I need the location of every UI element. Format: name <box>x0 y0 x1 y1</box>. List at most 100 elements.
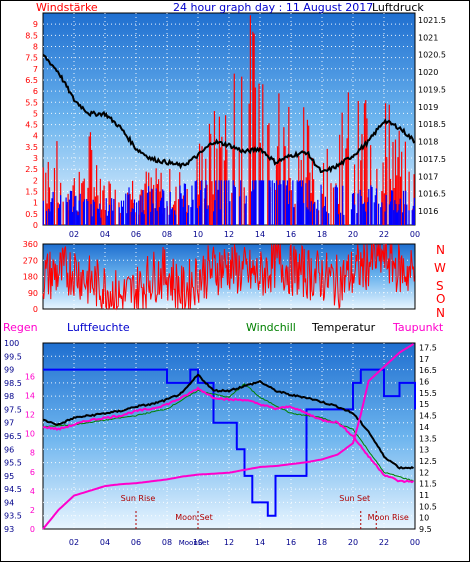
temp-tick-label: 10 <box>419 514 429 523</box>
bottom-x-tick-label: 04 <box>100 538 110 547</box>
moonset-label: Moon Set <box>175 513 212 522</box>
direction-tick-label: 0 <box>33 305 38 314</box>
top-x-tick-label: 06 <box>131 230 141 239</box>
pressure-line <box>42 53 416 174</box>
temp-tick-label: 17 <box>419 355 429 364</box>
pressure-tick-label: 1020.5 <box>418 51 446 60</box>
humidity-tick-label: 96 <box>4 445 14 454</box>
wind-tick-label: 8 <box>33 42 38 51</box>
bottom-x-tick-label: 20 <box>348 538 358 547</box>
humidity-tick-label: 94 <box>4 498 14 507</box>
temp-tick-label: 11.5 <box>419 480 437 489</box>
top-x-tick-label: 22 <box>379 230 389 239</box>
temp-tick-label: 17.5 <box>419 344 437 353</box>
temp-tick-label: 13 <box>419 446 429 455</box>
moonset-axis-label: MoonSet <box>179 539 210 547</box>
top-x-tick-label: 00 <box>410 230 420 239</box>
wind-tick-label: 2 <box>33 176 38 185</box>
sunset-label: Sun Set <box>339 494 370 503</box>
bottom-x-tick-label: 14 <box>255 538 265 547</box>
humidity-tick-label: 98.5 <box>4 379 22 388</box>
luftfeuchte-label: Luftfeuchte <box>67 321 130 334</box>
wind-tick-label: 0 <box>33 221 38 230</box>
windchill-label: Windchill <box>246 321 296 334</box>
wind-tick-label: 7.5 <box>25 54 38 63</box>
wind-tick-label: 1.5 <box>25 188 38 197</box>
compass-w: W <box>434 261 446 275</box>
humidity-tick-label: 93.5 <box>4 512 22 521</box>
bottom-x-tick-label: 10 <box>193 538 203 547</box>
direction-tick-label: 90 <box>28 289 38 298</box>
temp-tick-label: 13.5 <box>419 434 437 443</box>
top-x-tick-label: 10 <box>193 230 203 239</box>
pressure-tick-label: 1021.5 <box>418 16 446 25</box>
rain-tick-label: 2 <box>30 506 35 515</box>
temp-tick-label: 12 <box>419 468 429 477</box>
rain-tick-label: 8 <box>30 449 35 458</box>
temp-tick-label: 15.5 <box>419 389 437 398</box>
compass-n-top: N <box>436 243 445 257</box>
humidity-tick-label: 100 <box>4 339 19 348</box>
bottom-x-tick-label: 18 <box>317 538 327 547</box>
pressure-tick-label: 1017.5 <box>418 155 446 164</box>
rain-tick-label: 4 <box>30 487 35 496</box>
rain-tick-label: 10 <box>25 430 35 439</box>
temp-tick-label: 11 <box>419 491 429 500</box>
rain-tick-label: 12 <box>25 411 35 420</box>
top-right-label: Luftdruck <box>372 1 424 14</box>
temp-tick-label: 14.5 <box>419 412 437 421</box>
rain-tick-label: 16 <box>25 372 35 381</box>
windchill-line <box>42 383 414 482</box>
humidity-tick-label: 99.5 <box>4 352 22 361</box>
humidity-tick-label: 97.5 <box>4 405 22 414</box>
bottom-x-tick-label: 00 <box>410 538 420 547</box>
wind-tick-label: 6 <box>33 87 38 96</box>
top-x-tick-label: 12 <box>224 230 234 239</box>
top-x-tick-label: 04 <box>100 230 110 239</box>
pressure-tick-label: 1019 <box>418 103 438 112</box>
rain-tick-label: 6 <box>30 468 35 477</box>
bottom-x-tick-label: 08 <box>162 538 172 547</box>
top-x-tick-label: 16 <box>286 230 296 239</box>
top-x-tick-label: 02 <box>69 230 79 239</box>
pressure-tick-label: 1017 <box>418 172 438 181</box>
rain-tick-label: 0 <box>30 525 35 534</box>
taupunkt-label: Taupunkt <box>392 321 444 334</box>
temp-tick-label: 12.5 <box>419 457 437 466</box>
wind-tick-label: 0.5 <box>25 210 38 219</box>
temp-tick-label: 15 <box>419 400 429 409</box>
top-x-tick-label: 14 <box>255 230 265 239</box>
bottom-x-tick-label: 22 <box>379 538 389 547</box>
bottom-x-tick-label: 02 <box>69 538 79 547</box>
direction-tick-label: 360 <box>23 240 38 249</box>
pressure-tick-label: 1016 <box>418 207 438 216</box>
temp-tick-label: 9.5 <box>419 525 432 534</box>
humidity-tick-label: 93 <box>4 525 14 534</box>
regen-label: Regen <box>3 321 38 334</box>
temperature-line <box>42 373 415 470</box>
top-title: 24 hour graph day : 11 August 2017 <box>173 1 373 14</box>
wind-tick-label: 3.5 <box>25 143 38 152</box>
temp-tick-label: 14 <box>419 423 429 432</box>
dewpoint-line <box>42 386 415 484</box>
pressure-tick-label: 1021 <box>418 33 438 42</box>
top-left-label: Windstärke <box>36 1 98 14</box>
wind-tick-label: 7 <box>33 65 38 74</box>
compass-s: S <box>436 279 444 293</box>
wind-tick-label: 5.5 <box>25 98 38 107</box>
temp-tick-label: 16.5 <box>419 366 437 375</box>
top-x-tick-label: 18 <box>317 230 327 239</box>
pressure-tick-label: 1019.5 <box>418 85 446 94</box>
bottom-x-tick-label: 16 <box>286 538 296 547</box>
sunrise-label: Sun Rise <box>121 494 156 503</box>
direction-tick-label: 180 <box>23 273 38 282</box>
pressure-tick-label: 1016.5 <box>418 190 446 199</box>
compass-o: O <box>436 292 445 306</box>
top-x-tick-label: 08 <box>162 230 172 239</box>
humidity-tick-label: 95 <box>4 472 14 481</box>
pressure-tick-label: 1020 <box>418 68 438 77</box>
humidity-tick-label: 94.5 <box>4 485 22 494</box>
wind-tick-label: 6.5 <box>25 76 38 85</box>
wind-tick-label: 1 <box>33 199 38 208</box>
temp-tick-label: 10.5 <box>419 502 437 511</box>
